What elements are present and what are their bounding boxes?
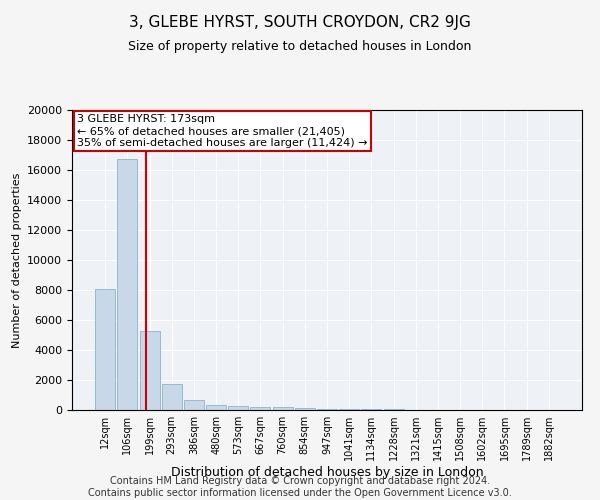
Text: Contains HM Land Registry data © Crown copyright and database right 2024.
Contai: Contains HM Land Registry data © Crown c…: [88, 476, 512, 498]
Bar: [339, 409, 359, 410]
Bar: [206, 405, 226, 410]
Bar: [361, 409, 382, 410]
Text: Size of property relative to detached houses in London: Size of property relative to detached ho…: [128, 40, 472, 53]
Bar: [250, 407, 271, 410]
Bar: [317, 408, 337, 410]
Bar: [295, 408, 315, 410]
Bar: [118, 160, 137, 410]
X-axis label: Distribution of detached houses by size in London: Distribution of detached houses by size …: [170, 466, 484, 479]
Bar: [140, 330, 160, 410]
Bar: [228, 406, 248, 410]
Bar: [184, 400, 204, 410]
Text: 3 GLEBE HYRST: 173sqm
← 65% of detached houses are smaller (21,405)
35% of semi-: 3 GLEBE HYRST: 173sqm ← 65% of detached …: [77, 114, 368, 148]
Bar: [95, 289, 115, 410]
Y-axis label: Number of detached properties: Number of detached properties: [11, 172, 22, 348]
Bar: [272, 408, 293, 410]
Bar: [162, 384, 182, 410]
Text: 3, GLEBE HYRST, SOUTH CROYDON, CR2 9JG: 3, GLEBE HYRST, SOUTH CROYDON, CR2 9JG: [129, 15, 471, 30]
